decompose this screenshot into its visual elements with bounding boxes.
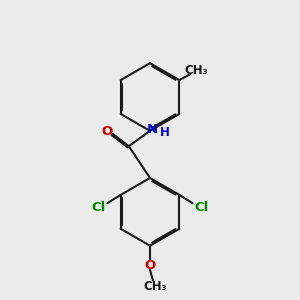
Text: Cl: Cl	[194, 201, 208, 214]
Text: CH₃: CH₃	[184, 64, 208, 77]
Text: O: O	[144, 259, 156, 272]
Text: N: N	[147, 123, 158, 136]
Text: CH₃: CH₃	[143, 280, 167, 293]
Text: H: H	[160, 126, 170, 139]
Text: O: O	[102, 125, 113, 138]
Text: Cl: Cl	[92, 201, 106, 214]
